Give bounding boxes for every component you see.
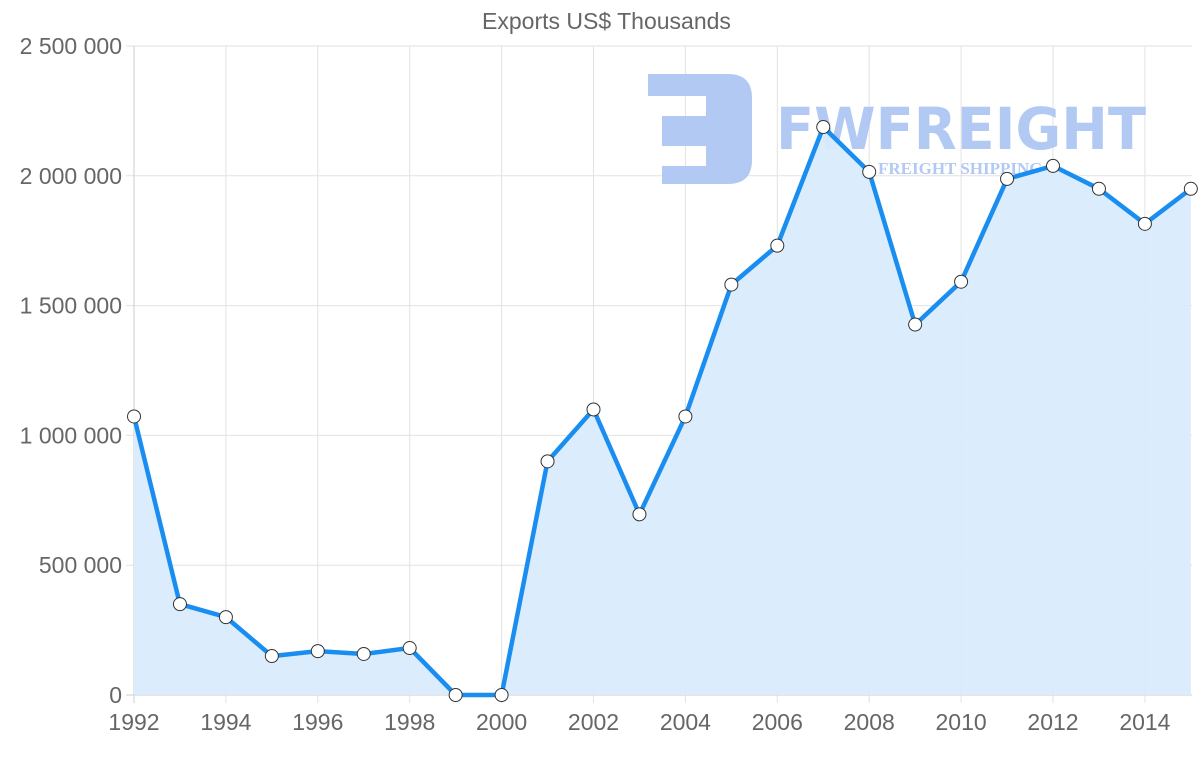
x-tick-label: 1996 — [292, 709, 343, 735]
fw-logo-icon — [648, 74, 752, 184]
data-point[interactable] — [448, 688, 463, 702]
x-tick-label: 2000 — [476, 709, 527, 735]
y-tick-label: 0 — [109, 682, 122, 708]
data-point[interactable] — [586, 402, 601, 417]
data-point[interactable] — [862, 164, 877, 179]
data-point[interactable] — [724, 277, 739, 292]
chart-title: Exports US$ Thousands — [482, 8, 731, 34]
data-point[interactable] — [678, 409, 693, 424]
data-point[interactable] — [172, 597, 187, 612]
data-point[interactable] — [402, 641, 417, 656]
data-point[interactable] — [770, 238, 785, 253]
x-tick-label: 2008 — [844, 709, 895, 735]
y-tick-label: 1 000 000 — [20, 422, 122, 448]
area-fill — [134, 127, 1191, 695]
data-point[interactable] — [954, 274, 969, 289]
data-point[interactable] — [356, 646, 371, 661]
data-point[interactable] — [540, 454, 555, 469]
x-tick-label: 2002 — [568, 709, 619, 735]
data-point[interactable] — [1046, 158, 1060, 173]
x-tick-label: 2012 — [1027, 709, 1078, 735]
x-axis: 1992 1994 1996 1998 2000 2002 2004 2006 2008 2010… — [108, 709, 1170, 735]
x-tick-label: 1998 — [384, 709, 435, 735]
y-tick-label: 1 500 000 — [20, 293, 122, 319]
data-point[interactable] — [264, 649, 279, 664]
x-tick-label: 1992 — [108, 709, 159, 735]
data-point[interactable] — [1137, 216, 1152, 231]
data-point[interactable] — [632, 507, 647, 522]
y-axis: 0 500 000 1 000 000 1 500 000 2 000 000 2 500… — [20, 33, 122, 708]
data-line — [131, 124, 1193, 698]
data-point[interactable] — [1183, 181, 1198, 196]
x-tick-label: 2006 — [752, 709, 803, 735]
data-point[interactable] — [816, 119, 831, 134]
x-tick-label: 1994 — [200, 709, 251, 735]
data-point[interactable] — [494, 688, 509, 702]
data-point[interactable] — [310, 644, 325, 659]
x-tick-label: 2004 — [660, 709, 711, 735]
data-point[interactable] — [218, 610, 233, 625]
y-tick-label: 2 000 000 — [20, 163, 122, 189]
data-point[interactable] — [1091, 181, 1106, 196]
x-tick-label: 2014 — [1119, 709, 1170, 735]
data-point[interactable] — [127, 409, 141, 424]
data-point[interactable] — [1000, 171, 1015, 186]
y-tick-label: 2 500 000 — [20, 33, 122, 59]
watermark-logo: FWFREIGHT FREIGHT SHIPPING — [648, 74, 1146, 184]
watermark-tagline: FREIGHT SHIPPING — [878, 159, 1043, 178]
data-point[interactable] — [908, 317, 923, 332]
x-tick-label: 2010 — [936, 709, 987, 735]
data-points — [127, 119, 1198, 702]
y-tick-label: 500 000 — [39, 552, 122, 578]
